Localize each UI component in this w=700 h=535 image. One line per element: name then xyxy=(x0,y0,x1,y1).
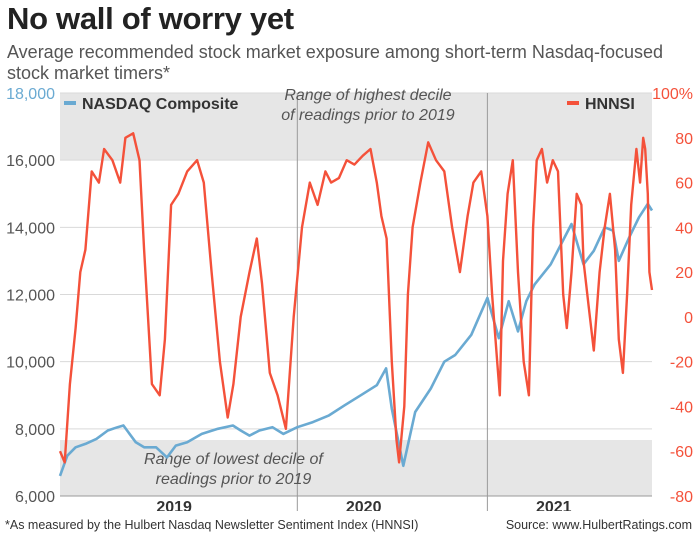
band-label-1-0: Range of lowest decile of xyxy=(144,451,324,468)
right-tick-label-9: 100% xyxy=(652,86,693,103)
right-tick-label-8: 80 xyxy=(675,131,693,148)
left-tick-label-0: 6,000 xyxy=(15,489,55,506)
decile-band-0 xyxy=(60,93,652,161)
left-tick-label-5: 16,000 xyxy=(6,153,55,170)
right-tick-label-4: 0 xyxy=(684,310,693,327)
left-tick-label-3: 12,000 xyxy=(6,288,55,305)
band-label-0-1: of readings prior to 2019 xyxy=(281,107,455,124)
footnote: *As measured by the Hulbert Nasdaq Newsl… xyxy=(5,518,419,532)
axes: 6,000 8,000 10,000 12,000 14,000 16,000 18,000… xyxy=(6,86,693,511)
x-tick-label-1: 2020 xyxy=(346,499,382,511)
right-tick-label-3: -20 xyxy=(670,355,693,372)
chart-area: Range of highest decile of readings prior… xyxy=(6,86,693,511)
legend-label-nasdaq: NASDAQ Composite xyxy=(82,96,239,113)
source-credit: Source: www.HulbertRatings.com xyxy=(505,518,692,532)
right-tick-label-7: 60 xyxy=(675,176,693,193)
band-label-0-0: Range of highest decile xyxy=(284,87,451,104)
right-tick-label-0: -80 xyxy=(670,489,693,506)
left-tick-label-1: 8,000 xyxy=(15,422,55,439)
left-tick-label-4: 14,000 xyxy=(6,220,55,237)
right-tick-label-5: 20 xyxy=(675,265,693,282)
series-line-hnnsi xyxy=(58,132,654,464)
chart-title: No wall of worry yet xyxy=(7,1,294,36)
band-label-1-1: readings prior to 2019 xyxy=(156,471,312,488)
x-tick-label-0: 2019 xyxy=(156,499,192,511)
series-line-nasdaq xyxy=(58,202,654,477)
right-tick-label-2: -40 xyxy=(670,399,693,416)
legend-label-hnnsi: HNNSI xyxy=(585,96,635,113)
x-tick-label-2: 2021 xyxy=(536,499,572,511)
chart-subtitle: Average recommended stock market exposur… xyxy=(7,42,663,83)
left-tick-label-6: 18,000 xyxy=(6,86,55,103)
right-tick-label-6: 40 xyxy=(675,220,693,237)
band-labels: Range of highest decile of readings prior… xyxy=(144,87,455,488)
series-lines xyxy=(58,132,654,477)
left-tick-label-2: 10,000 xyxy=(6,355,55,372)
legend: NASDAQ Composite HNNSI xyxy=(64,96,635,113)
right-tick-label-1: -60 xyxy=(670,444,693,461)
